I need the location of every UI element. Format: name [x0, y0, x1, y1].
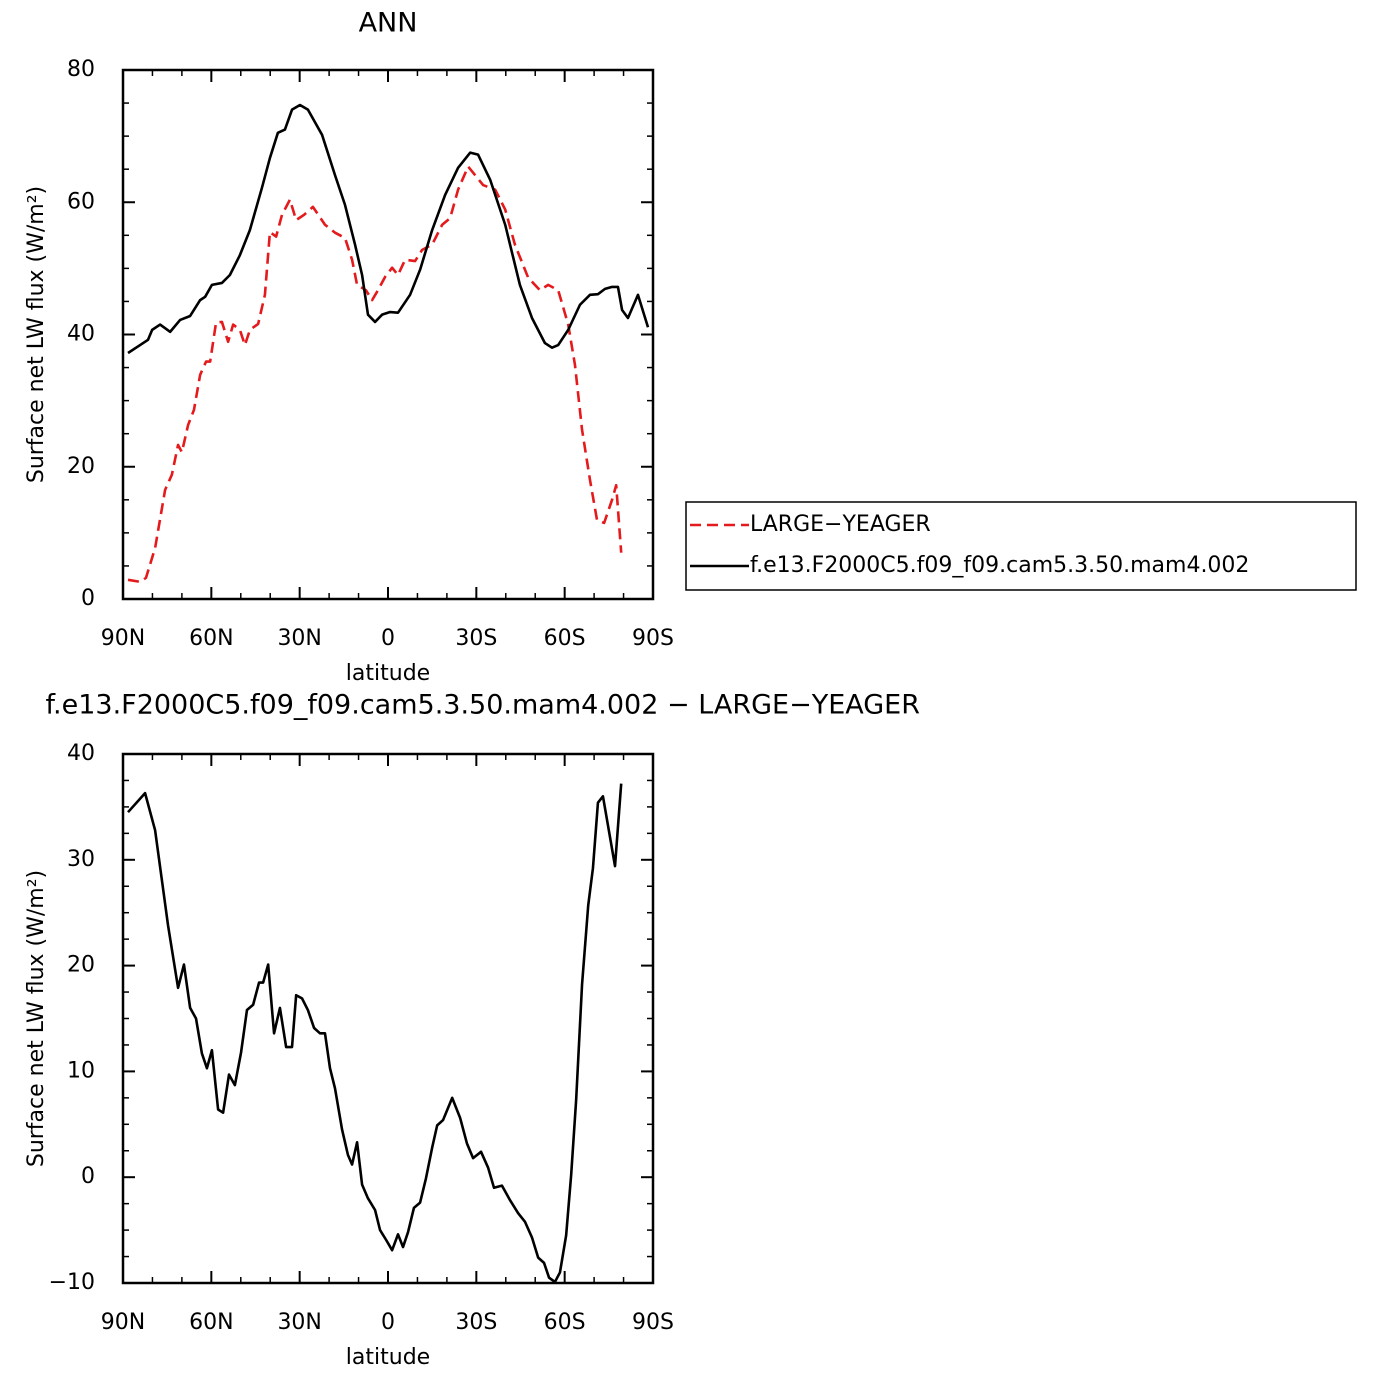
- x-tick-label: 0: [381, 626, 395, 651]
- x-tick-label: 90S: [632, 1310, 674, 1335]
- y-tick-label: 40: [67, 322, 95, 347]
- x-tick-label: 60N: [189, 626, 233, 651]
- x-tick-label: 30N: [277, 1310, 321, 1335]
- x-tick-label: 90S: [632, 626, 674, 651]
- x-tick-label: 30S: [455, 1310, 497, 1335]
- y-tick-label: 80: [67, 57, 95, 82]
- data-line: [127, 783, 623, 1284]
- x-tick-label: 60N: [189, 1310, 233, 1335]
- y-axis-label: Surface net LW flux (W/m²): [24, 870, 49, 1167]
- x-tick-label: 90N: [101, 1310, 145, 1335]
- y-tick-label: 60: [67, 189, 95, 214]
- x-tick-label: 60S: [544, 626, 586, 651]
- x-tick-label: 60S: [544, 1310, 586, 1335]
- x-tick-label: 0: [381, 1310, 395, 1335]
- y-tick-label: 40: [67, 741, 95, 766]
- x-tick-label: 30S: [455, 626, 497, 651]
- y-tick-label: 0: [81, 1164, 95, 1189]
- legend-label: f.e13.F2000C5.f09_f09.cam5.3.50.mam4.002: [750, 553, 1249, 578]
- y-axis-label: Surface net LW flux (W/m²): [24, 186, 49, 483]
- legend-label: LARGE−YEAGER: [750, 512, 931, 537]
- y-tick-label: 20: [67, 454, 95, 479]
- y-tick-label: 20: [67, 953, 95, 978]
- y-tick-label: 0: [81, 586, 95, 611]
- data-line: [127, 165, 623, 584]
- plot-frame: [121, 68, 655, 601]
- plot-frame: [121, 752, 655, 1285]
- chart-title: ANN: [359, 8, 418, 39]
- x-tick-label: 30N: [277, 626, 321, 651]
- x-tick-label: 90N: [101, 626, 145, 651]
- chart-title: f.e13.F2000C5.f09_f09.cam5.3.50.mam4.002…: [45, 690, 920, 721]
- x-axis-label: latitude: [346, 661, 430, 686]
- y-tick-label: −10: [49, 1270, 95, 1295]
- y-tick-label: 10: [67, 1058, 95, 1083]
- data-line: [127, 103, 650, 355]
- legend-box: [685, 501, 1357, 591]
- x-axis-label: latitude: [346, 1345, 430, 1370]
- y-tick-label: 30: [67, 847, 95, 872]
